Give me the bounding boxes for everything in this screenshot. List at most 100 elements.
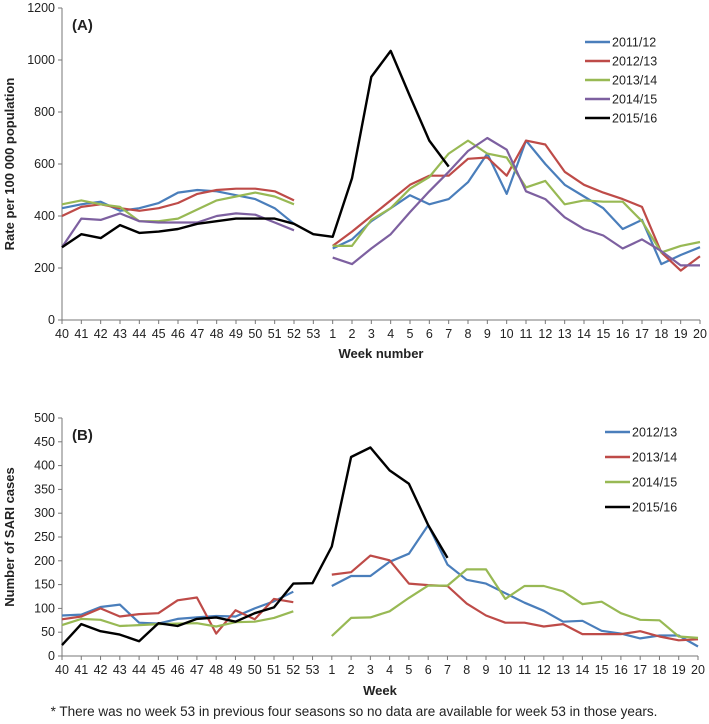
- series-line: [331, 523, 699, 648]
- x-tick-label: 42: [94, 663, 108, 677]
- series-line: [332, 136, 700, 267]
- x-tick-label: 48: [209, 663, 223, 677]
- series-line: [331, 554, 699, 642]
- legend-label: 2015/16: [632, 501, 677, 515]
- x-tick-label: 13: [558, 327, 572, 341]
- series-2013-14: [61, 554, 699, 642]
- x-tick-label: 17: [635, 327, 649, 341]
- x-tick-label: 19: [674, 327, 688, 341]
- x-tick-label: 1: [328, 663, 335, 677]
- panel-label: (A): [72, 17, 93, 34]
- x-tick-label: 41: [74, 663, 88, 677]
- y-tick-label: 200: [34, 261, 55, 275]
- y-tick-label: 400: [34, 459, 55, 473]
- x-tick-label: 49: [229, 327, 243, 341]
- y-tick-label: 400: [34, 209, 55, 223]
- series-line: [61, 212, 295, 248]
- x-tick-label: 40: [55, 327, 69, 341]
- y-tick-label: 350: [34, 482, 55, 496]
- x-tick-label: 15: [596, 327, 610, 341]
- x-tick-label: 20: [691, 663, 705, 677]
- x-tick-label: 51: [268, 327, 282, 341]
- x-tick-label: 1: [329, 327, 336, 341]
- x-tick-label: 15: [595, 663, 609, 677]
- y-tick-label: 500: [34, 411, 55, 425]
- series-2015-16: [61, 49, 450, 249]
- series-line: [61, 610, 294, 628]
- series-line: [331, 568, 699, 639]
- x-tick-label: 18: [654, 327, 668, 341]
- x-tick-label: 14: [577, 327, 591, 341]
- x-tick-label: 11: [518, 663, 531, 677]
- x-tick-label: 2: [349, 327, 356, 341]
- y-tick-label: 1200: [27, 1, 55, 15]
- x-tick-label: 48: [210, 327, 224, 341]
- y-tick-label: 300: [34, 506, 55, 520]
- x-tick-label: 16: [614, 663, 628, 677]
- x-tick-label: 46: [171, 327, 185, 341]
- series-line: [61, 191, 295, 223]
- x-tick-label: 4: [387, 327, 394, 341]
- x-tick-label: 40: [55, 663, 69, 677]
- series-2015-16: [61, 446, 449, 646]
- x-tick-label: 8: [465, 327, 472, 341]
- x-tick-label: 10: [500, 327, 514, 341]
- x-tick-label: 41: [74, 327, 88, 341]
- series-2012-13: [61, 523, 699, 648]
- y-tick-label: 250: [34, 530, 55, 544]
- x-tick-label: 47: [190, 663, 204, 677]
- y-tick-label: 0: [48, 313, 55, 327]
- x-tick-label: 53: [306, 327, 320, 341]
- y-tick-label: 150: [34, 578, 55, 592]
- x-tick-label: 6: [425, 663, 432, 677]
- footnote: * There was no week 53 in previous four …: [51, 704, 658, 719]
- x-tick-label: 6: [426, 327, 433, 341]
- x-tick-label: 2: [348, 663, 355, 677]
- legend-label: 2013/14: [632, 451, 677, 465]
- x-tick-label: 14: [575, 663, 589, 677]
- x-tick-label: 9: [484, 327, 491, 341]
- y-tick-label: 100: [34, 601, 55, 615]
- series-2014-15: [61, 136, 701, 267]
- x-tick-label: 50: [248, 663, 262, 677]
- x-tick-label: 7: [445, 327, 452, 341]
- x-tick-label: 11: [520, 327, 533, 341]
- y-axis-title: Number of SARI cases: [2, 467, 17, 606]
- x-tick-label: 5: [405, 663, 412, 677]
- legend-label: 2013/14: [612, 74, 657, 88]
- x-tick-label: 5: [407, 327, 414, 341]
- x-tick-label: 47: [190, 327, 204, 341]
- x-tick-label: 13: [556, 663, 570, 677]
- legend-label: 2012/13: [612, 55, 657, 69]
- x-tick-label: 17: [633, 663, 647, 677]
- x-tick-label: 52: [286, 663, 300, 677]
- series-line: [61, 596, 294, 635]
- x-tick-label: 45: [152, 327, 166, 341]
- x-tick-label: 42: [94, 327, 108, 341]
- x-tick-label: 44: [132, 663, 146, 677]
- x-tick-label: 45: [151, 663, 165, 677]
- x-tick-label: 16: [616, 327, 630, 341]
- series-line: [332, 139, 701, 272]
- x-tick-label: 19: [672, 663, 686, 677]
- legend-label: 2014/15: [632, 476, 677, 490]
- series-2014-15: [61, 568, 699, 639]
- x-tick-label: 46: [171, 663, 185, 677]
- series-line: [61, 188, 295, 225]
- x-tick-label: 7: [444, 663, 451, 677]
- y-tick-label: 200: [34, 554, 55, 568]
- x-tick-label: 43: [113, 663, 127, 677]
- x-tick-label: 3: [367, 663, 374, 677]
- x-tick-label: 8: [463, 663, 470, 677]
- x-tick-label: 3: [368, 327, 375, 341]
- x-tick-label: 44: [132, 327, 146, 341]
- y-tick-label: 800: [34, 105, 55, 119]
- x-tick-label: 20: [693, 327, 707, 341]
- legend-label: 2011/12: [612, 36, 656, 50]
- series-2012-13: [61, 139, 701, 272]
- legend-label: 2012/13: [632, 426, 677, 440]
- panel-label: (B): [72, 427, 93, 444]
